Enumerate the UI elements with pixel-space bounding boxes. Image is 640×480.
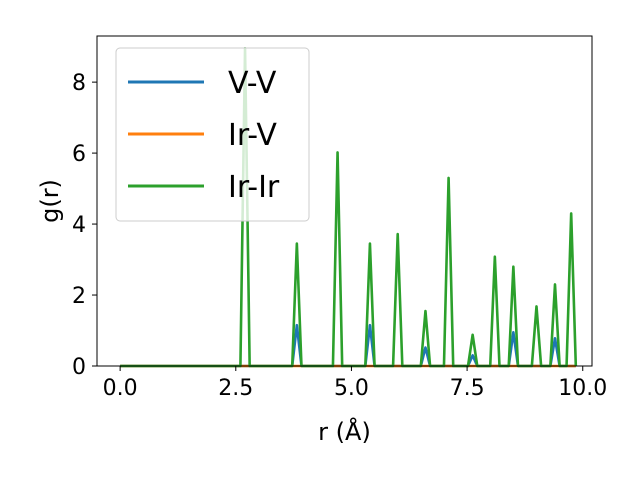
plot-frame	[96, 35, 593, 367]
legend: V-V Ir-V Ir-Ir	[115, 47, 310, 222]
y-axis: 0 2 4 6 8	[72, 71, 97, 380]
x-tick-label: 0.0	[103, 376, 138, 401]
y-tick-label: 6	[72, 142, 86, 167]
y-tick-label: 4	[72, 213, 86, 238]
legend-label-v-v: V-V	[228, 66, 277, 101]
y-axis-label: g(r)	[36, 179, 64, 223]
x-tick-label: 2.5	[218, 376, 253, 401]
x-tick-label: 5.0	[334, 376, 369, 401]
x-axis-label: r (Å)	[318, 417, 371, 446]
y-tick-label: 0	[72, 355, 86, 380]
legend-box	[115, 47, 310, 222]
x-tick-label: 7.5	[450, 376, 485, 401]
series-line-v-v	[120, 323, 576, 368]
x-tick-label: 10.0	[558, 376, 607, 401]
legend-label-ir-v: Ir-V	[228, 118, 277, 153]
legend-label-ir-ir: Ir-Ir	[228, 170, 280, 205]
x-axis: 0.0 2.5 5.0 7.5 10.0	[103, 366, 607, 401]
y-tick-label: 8	[72, 71, 86, 96]
y-tick-label: 2	[72, 284, 86, 309]
